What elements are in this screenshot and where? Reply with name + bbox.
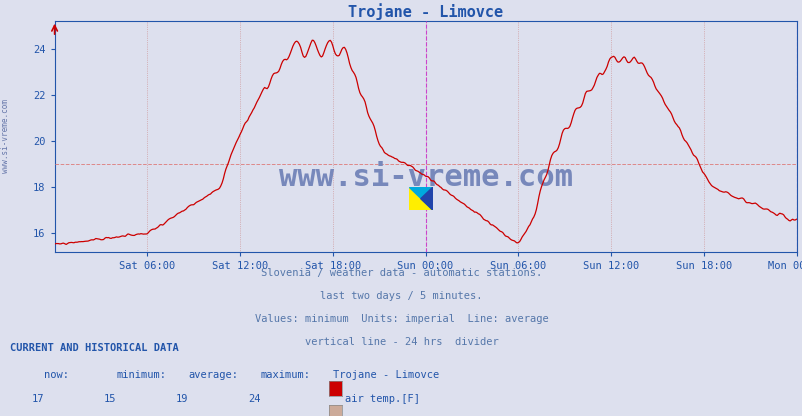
Text: CURRENT AND HISTORICAL DATA: CURRENT AND HISTORICAL DATA [10, 343, 178, 353]
Polygon shape [408, 187, 432, 210]
Text: last two days / 5 minutes.: last two days / 5 minutes. [320, 291, 482, 301]
Text: vertical line - 24 hrs  divider: vertical line - 24 hrs divider [304, 337, 498, 347]
Text: Values: minimum  Units: imperial  Line: average: Values: minimum Units: imperial Line: av… [254, 314, 548, 324]
Title: Trojane - Limovce: Trojane - Limovce [347, 3, 503, 20]
Text: maximum:: maximum: [261, 370, 310, 380]
Text: minimum:: minimum: [116, 370, 166, 380]
Text: Slovenia / weather data - automatic stations.: Slovenia / weather data - automatic stat… [261, 268, 541, 278]
Text: now:: now: [44, 370, 69, 380]
Polygon shape [420, 187, 432, 210]
Text: 17: 17 [31, 394, 44, 404]
Text: Trojane - Limovce: Trojane - Limovce [333, 370, 439, 380]
Text: 19: 19 [176, 394, 188, 404]
Text: average:: average: [188, 370, 238, 380]
Text: 24: 24 [248, 394, 261, 404]
Text: air temp.[F]: air temp.[F] [345, 394, 419, 404]
Text: www.si-vreme.com: www.si-vreme.com [1, 99, 10, 173]
Text: 15: 15 [103, 394, 116, 404]
Text: www.si-vreme.com: www.si-vreme.com [278, 163, 572, 192]
